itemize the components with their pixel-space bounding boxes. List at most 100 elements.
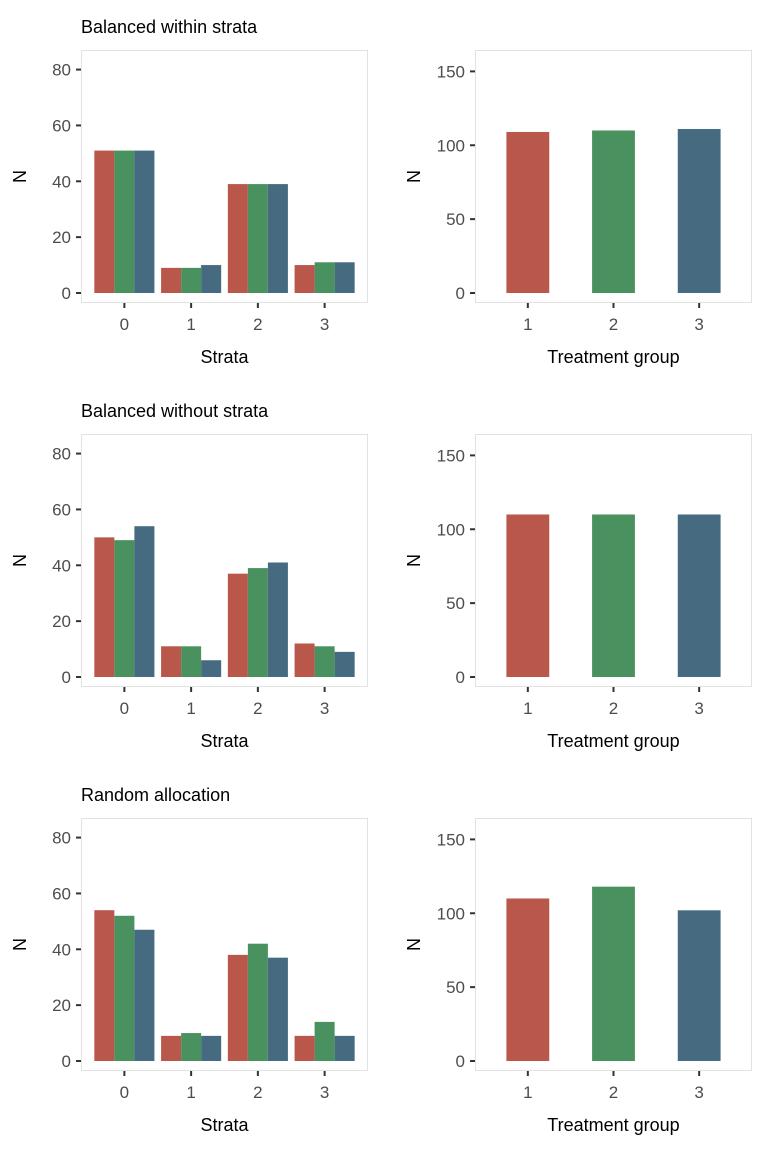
x-tick-label: 1 [523, 1083, 532, 1102]
bar-strata-2-group-2 [247, 943, 268, 1061]
chart-title: Random allocation [81, 785, 230, 805]
panel-border [81, 818, 368, 1071]
bar-strata-0-group-1 [94, 537, 115, 677]
bar-strata-2-group-1 [227, 184, 248, 293]
x-axis-label: Treatment group [547, 731, 679, 751]
x-tick-label: 2 [253, 699, 262, 718]
panel-border [81, 434, 368, 687]
y-tick-label: 50 [446, 594, 465, 613]
panel-border [475, 818, 752, 1071]
bar-strata-3-group-1 [294, 643, 315, 677]
bar-strata-0-group-2 [114, 915, 135, 1061]
y-tick-label: 0 [62, 668, 71, 687]
y-tick-label: 150 [437, 830, 465, 849]
bar-strata-2-group-2 [247, 184, 268, 293]
y-axis-label: N [404, 170, 424, 183]
y-tick-label: 100 [437, 136, 465, 155]
x-axis-label: Treatment group [547, 347, 679, 367]
x-tick-label: 2 [253, 315, 262, 334]
y-tick-label: 20 [52, 612, 71, 631]
x-tick-label: 0 [120, 1083, 129, 1102]
bar-strata-3-group-3 [334, 262, 355, 293]
chart-title: Balanced without strata [81, 401, 269, 421]
bar-strata-0-group-1 [94, 910, 115, 1061]
y-axis-label: N [10, 554, 30, 567]
y-tick-label: 100 [437, 904, 465, 923]
x-tick-label: 1 [186, 315, 195, 334]
y-tick-label: 80 [52, 445, 71, 464]
bar-treatment-group-3 [677, 129, 721, 293]
x-tick-label: 3 [320, 1083, 329, 1102]
y-tick-label: 20 [52, 996, 71, 1015]
bar-treatment-group-2 [592, 886, 635, 1061]
bar-strata-2-group-3 [267, 562, 288, 677]
bar-strata-2-group-1 [227, 573, 248, 677]
bar-treatment-group-3 [677, 910, 721, 1061]
x-axis-label: Strata [200, 347, 249, 367]
chart-title: Balanced within strata [81, 17, 258, 37]
bar-treatment-group-2 [592, 514, 635, 677]
panel-border [475, 434, 752, 687]
bar-strata-3-group-1 [294, 1035, 315, 1061]
y-tick-label: 0 [62, 1052, 71, 1071]
bar-strata-1-group-2 [181, 646, 202, 677]
x-tick-label: 3 [694, 1083, 703, 1102]
x-tick-label: 0 [120, 315, 129, 334]
y-tick-label: 0 [456, 284, 465, 303]
bar-strata-3-group-3 [334, 1035, 355, 1061]
y-tick-label: 60 [52, 116, 71, 135]
bar-treatment-group-2 [592, 130, 635, 293]
chart-panel-5: Random allocation 0 20 40 60 80 N 0 1 2 3 Strata [10, 785, 368, 1135]
x-tick-label: 3 [694, 699, 703, 718]
chart-panel-4: 0 50 100 150 N 1 2 3 Treatment group [404, 434, 752, 751]
bar-strata-0-group-3 [134, 150, 155, 293]
bar-strata-2-group-1 [227, 954, 248, 1061]
x-tick-label: 3 [320, 315, 329, 334]
y-tick-label: 80 [52, 829, 71, 848]
bar-strata-3-group-2 [314, 646, 335, 677]
bar-treatment-group-1 [506, 898, 550, 1061]
chart-panel-3: Balanced without strata 0 20 40 60 80 N 0 1 2 3 Str… [10, 401, 368, 751]
y-axis-label: N [404, 938, 424, 951]
bar-strata-1-group-2 [181, 1033, 202, 1061]
y-tick-label: 150 [437, 62, 465, 81]
y-tick-label: 100 [437, 520, 465, 539]
x-tick-label: 1 [186, 699, 195, 718]
bar-strata-1-group-1 [161, 1035, 182, 1061]
y-tick-label: 80 [52, 61, 71, 80]
x-tick-label: 2 [253, 1083, 262, 1102]
bar-strata-0-group-1 [94, 150, 115, 293]
bar-strata-3-group-3 [334, 651, 355, 677]
bar-strata-2-group-3 [267, 957, 288, 1061]
y-tick-label: 40 [52, 940, 71, 959]
y-tick-label: 0 [456, 668, 465, 687]
bar-strata-0-group-3 [134, 526, 155, 677]
y-tick-label: 20 [52, 228, 71, 247]
y-axis-label: N [10, 170, 30, 183]
y-tick-label: 50 [446, 978, 465, 997]
y-tick-label: 150 [437, 446, 465, 465]
bar-strata-2-group-2 [247, 568, 268, 677]
x-tick-label: 0 [120, 699, 129, 718]
y-tick-label: 40 [52, 556, 71, 575]
bar-strata-0-group-2 [114, 540, 135, 677]
bar-strata-3-group-1 [294, 265, 315, 293]
chart-panel-6: 0 50 100 150 N 1 2 3 Treatment group [404, 818, 752, 1135]
y-tick-label: 40 [52, 172, 71, 191]
x-tick-label: 2 [609, 1083, 618, 1102]
y-tick-label: 0 [456, 1052, 465, 1071]
bar-strata-2-group-3 [267, 184, 288, 293]
bar-strata-1-group-1 [161, 646, 182, 677]
x-tick-label: 2 [609, 699, 618, 718]
x-tick-label: 1 [523, 315, 532, 334]
x-tick-label: 2 [609, 315, 618, 334]
y-axis-label: N [10, 938, 30, 951]
x-tick-label: 3 [694, 315, 703, 334]
bar-treatment-group-3 [677, 514, 721, 677]
bar-strata-1-group-3 [201, 265, 222, 293]
bar-strata-1-group-1 [161, 267, 182, 293]
y-axis-label: N [404, 554, 424, 567]
panel-border [475, 50, 752, 303]
bar-strata-1-group-3 [201, 660, 222, 677]
